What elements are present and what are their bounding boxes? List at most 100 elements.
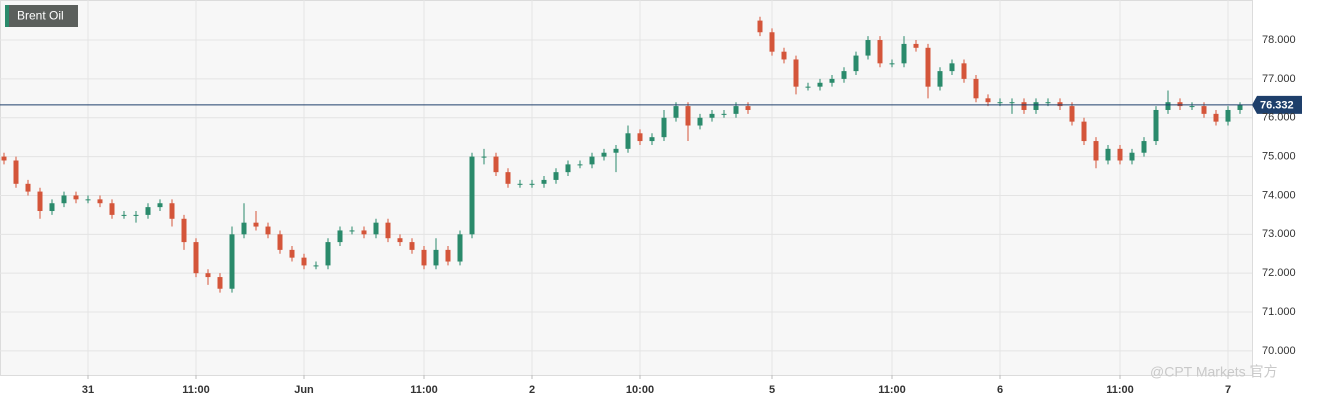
candle-body — [745, 106, 751, 110]
candle-body — [649, 137, 655, 142]
candle-body — [1141, 141, 1147, 153]
candle-body — [145, 207, 151, 215]
candle-body — [157, 203, 163, 208]
y-tick-label: 77.000 — [1262, 73, 1296, 85]
x-tick-label: 11:00 — [878, 384, 906, 396]
candle-body — [397, 238, 403, 243]
last-price-label: 76.332 — [1260, 99, 1294, 111]
candle-body — [1237, 104, 1243, 110]
y-tick-label: 73.000 — [1262, 228, 1296, 240]
y-tick-label: 72.000 — [1262, 267, 1296, 279]
candle-body — [1105, 148, 1111, 161]
candle-body — [457, 234, 463, 262]
candle-body — [61, 195, 67, 204]
candle-body — [181, 218, 187, 243]
candle-body — [865, 40, 871, 56]
candle-body — [517, 183, 523, 185]
candle-body — [1021, 102, 1027, 110]
candle-body — [433, 249, 439, 266]
candle-body — [493, 156, 499, 173]
candle-body — [937, 71, 943, 87]
candle-body — [205, 273, 211, 278]
candle-body — [829, 78, 835, 83]
candle-body — [1165, 102, 1171, 110]
candle-body — [709, 113, 715, 118]
candle-body — [193, 242, 199, 274]
candle-body — [97, 199, 103, 204]
candle-body — [1045, 102, 1051, 104]
plot-area — [0, 0, 1253, 376]
candle-body — [25, 183, 31, 192]
candle-body — [721, 113, 727, 115]
candle-body — [1189, 106, 1195, 108]
candle-body — [913, 43, 919, 48]
x-tick-label: Jun — [294, 384, 314, 396]
candle-body — [13, 160, 19, 184]
candle-body — [889, 63, 895, 65]
candle-body — [817, 82, 823, 87]
candle-body — [289, 249, 295, 258]
x-tick-label: 5 — [769, 384, 775, 396]
candle-body — [673, 106, 679, 118]
legend-box — [5, 5, 78, 27]
candle-body — [577, 164, 583, 166]
candle-body — [781, 51, 787, 60]
candle-body — [229, 234, 235, 289]
candle-body — [1213, 113, 1219, 122]
candle-body — [1069, 106, 1075, 122]
x-tick-label: 7 — [1225, 384, 1231, 396]
candle-body — [925, 47, 931, 87]
candle-body — [49, 203, 55, 212]
candle-body — [961, 63, 967, 79]
candle-body — [685, 106, 691, 126]
candle-body — [169, 203, 175, 219]
candle-body — [73, 195, 79, 200]
last-price-box — [1252, 95, 1302, 114]
candle-body — [541, 179, 547, 184]
candle-body — [241, 222, 247, 235]
candle-body — [1081, 121, 1087, 142]
y-tick-label: 74.000 — [1262, 189, 1296, 201]
candle-body — [637, 133, 643, 142]
candle-body — [613, 148, 619, 153]
candle-body — [1129, 152, 1135, 161]
candle-body — [973, 78, 979, 99]
candle-body — [793, 59, 799, 87]
candle-body — [1093, 141, 1099, 161]
candle-body — [409, 242, 415, 250]
candle-body — [757, 20, 763, 33]
candle-body — [421, 249, 427, 266]
candle-body — [1, 156, 7, 161]
y-tick-label: 75.000 — [1262, 151, 1296, 163]
candle-body — [1153, 109, 1159, 142]
candle-body — [481, 156, 487, 158]
candle-body — [337, 230, 343, 243]
legend-swatch — [5, 5, 9, 27]
candle-body — [373, 222, 379, 235]
candle-body — [121, 214, 127, 216]
candle-body — [841, 71, 847, 79]
candle-body — [445, 249, 451, 262]
candle-body — [469, 156, 475, 235]
candle-body — [733, 106, 739, 114]
candle-body — [1009, 102, 1015, 104]
candle-body — [1225, 109, 1231, 122]
candle-body — [505, 172, 511, 184]
candle-body — [901, 43, 907, 64]
candle-body — [1033, 102, 1039, 110]
candle-body — [985, 98, 991, 103]
candle-body — [805, 86, 811, 88]
candles — [1, 16, 1243, 293]
candle-body — [949, 63, 955, 72]
y-tick-label: 78.000 — [1262, 34, 1296, 46]
candle-body — [109, 203, 115, 215]
y-tick-label: 70.000 — [1262, 345, 1296, 357]
candle-body — [553, 172, 559, 180]
candle-body — [697, 117, 703, 126]
candle-body — [325, 242, 331, 266]
x-tick-label: 2 — [529, 384, 535, 396]
candle-body — [265, 226, 271, 235]
watermark: @CPT Markets 官方 — [1150, 364, 1278, 380]
x-tick-label: 11:00 — [410, 384, 438, 396]
candle-body — [1057, 102, 1063, 107]
